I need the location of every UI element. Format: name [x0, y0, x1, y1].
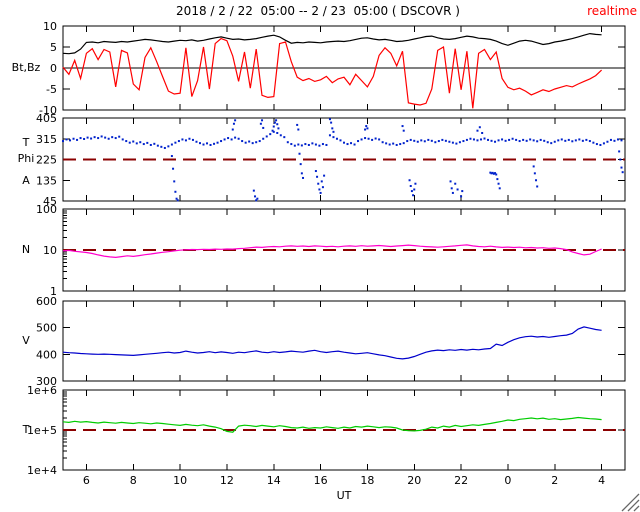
series-T-trace: [62, 416, 602, 433]
y-tick-label: 405: [36, 112, 57, 125]
x-axis-tick-labels: 6 8 10 12 14 16 18 20 22 0 2 4: [83, 474, 605, 487]
x-tick-label: 0: [504, 474, 511, 487]
y-tick-label: 315: [36, 133, 57, 146]
y-tick-label: 100: [36, 203, 57, 216]
y-tick-label: -10: [39, 104, 57, 117]
series-Bz-trace: [62, 37, 603, 109]
panel-t: 1e+6 1e+5 1e+4: [27, 384, 626, 477]
y-tick-label: 45: [43, 195, 57, 208]
y-tick-label: 1e+6: [27, 384, 57, 397]
ylabel-phi-line2: Phi: [17, 152, 35, 165]
x-tick-label: 10: [173, 474, 187, 487]
y-tick-label: 400: [36, 348, 57, 361]
y-tick-label: 5: [50, 41, 57, 54]
ylabel-density: N: [21, 243, 31, 256]
x-tick-label: 20: [407, 474, 421, 487]
realtime-badge: realtime: [587, 4, 637, 18]
x-tick-label: 14: [267, 474, 281, 487]
x-axis-label: UT: [336, 489, 352, 502]
series-phi-outlier-dots: [170, 118, 624, 202]
y-tick-label: 0: [50, 62, 57, 75]
y-tick-label: 1e+4: [27, 464, 57, 477]
panel-v: 600 500 400 300: [36, 295, 626, 388]
series-N-trace: [62, 244, 602, 259]
y-tick-label: 1e+5: [27, 424, 57, 437]
y-tick-label: 300: [36, 375, 57, 388]
plot-title: 2018 / 2 / 22 05:00 -- 2 / 23 05:00 ( DS…: [176, 4, 460, 18]
series-phi-dots: [62, 130, 623, 149]
resize-grip-icon[interactable]: [621, 493, 640, 512]
panel-phi: 405 315 225 135 45: [36, 112, 626, 208]
y-tick-label: -5: [46, 83, 57, 96]
ylabel-bt-bz: Bt,Bz: [11, 61, 41, 74]
series-Bt-trace: [62, 32, 602, 55]
y-tick-label: 10: [43, 244, 57, 257]
y-tick-label: 135: [36, 174, 57, 187]
y-tick-label: 10: [43, 20, 57, 33]
series-V-trace: [62, 326, 602, 360]
panel-bt-bz: 10 5 0 -5 -10: [39, 20, 626, 117]
x-tick-label: 22: [454, 474, 468, 487]
ylabel-velocity: V: [22, 334, 30, 347]
x-tick-label: 18: [360, 474, 374, 487]
y-tick-label: 500: [36, 322, 57, 335]
x-tick-label: 12: [220, 474, 234, 487]
x-tick-label: 8: [130, 474, 137, 487]
x-tick-label: 16: [314, 474, 328, 487]
ylabel-phi-line3: A: [22, 174, 30, 187]
x-tick-label: 2: [551, 474, 558, 487]
x-tick-label: 6: [83, 474, 90, 487]
y-tick-label: 1: [50, 285, 57, 298]
ylabel-phi-line1: T: [22, 136, 30, 149]
panel-n: 100 10 1: [36, 203, 626, 298]
x-tick-label: 4: [598, 474, 605, 487]
panel-axes: [62, 300, 626, 382]
y-tick-label: 225: [36, 154, 57, 167]
y-tick-label: 600: [36, 295, 57, 308]
ylabel-temperature: T: [22, 423, 30, 436]
